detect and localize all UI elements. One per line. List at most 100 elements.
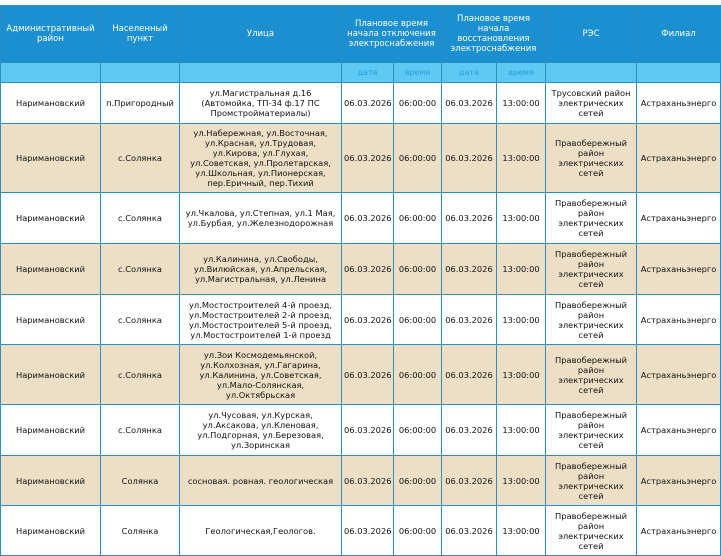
- cell-branch: Астраханьэнерго: [636, 505, 721, 556]
- table-row: Наримановский с.Солянка ул.Чусовая, ул.Кур…: [0, 404, 721, 456]
- cell-district: Наримановский: [0, 344, 101, 405]
- cell-res: Правобережный район электрических сетей: [545, 123, 638, 193]
- table-row: Наримановский п.Пригородный ул.Магистральн…: [0, 82, 721, 124]
- cell-off-date: 06.03.2026: [341, 505, 394, 556]
- cell-street: ул.Зои Космодемьянской, ул.Колхозная, ул…: [179, 344, 342, 405]
- cell-branch: Астраханьэнерго: [636, 192, 721, 244]
- cell-settlement: Солянка: [100, 505, 180, 556]
- table-row: Наримановский с.Солянка ул.Зои Космодемьян…: [0, 344, 721, 405]
- cell-off-date: 06.03.2026: [341, 344, 394, 405]
- header-settlement: Населенный пункт: [100, 5, 180, 63]
- subheader-off-time: время: [393, 62, 442, 83]
- cell-res: Правобережный район электрических сетей: [545, 243, 638, 295]
- cell-off-date: 06.03.2026: [341, 404, 394, 456]
- cell-settlement: с.Солянка: [100, 404, 180, 456]
- cell-on-date: 06.03.2026: [441, 82, 497, 124]
- subheader-empty: [100, 62, 180, 83]
- cell-on-time: 13:00:00: [495, 505, 547, 556]
- cell-on-time: 13:00:00: [495, 344, 547, 405]
- header-res: РЭС: [545, 5, 638, 63]
- cell-on-date: 06.03.2026: [441, 243, 497, 295]
- subheader-empty: [179, 62, 342, 83]
- cell-off-time: 06:00:00: [393, 123, 442, 193]
- cell-district: Наримановский: [0, 455, 101, 506]
- header-branch: Филиал: [636, 5, 721, 63]
- outage-table: Административный район Населенный пункт …: [0, 5, 721, 556]
- cell-off-time: 06:00:00: [393, 455, 442, 506]
- cell-district: Наримановский: [0, 123, 101, 193]
- subheader-empty: [0, 62, 101, 83]
- cell-street: ул.Магистральная д.16 (Автомойка, ТП-34 …: [179, 82, 342, 124]
- cell-res: Правобережный район электрических сетей: [545, 294, 638, 345]
- cell-on-time: 13:00:00: [495, 192, 547, 244]
- cell-district: Наримановский: [0, 505, 101, 556]
- cell-street: ул.Чусовая, ул.Курская, ул.Аксакова, ул.…: [179, 404, 342, 456]
- cell-branch: Астраханьэнерго: [636, 243, 721, 295]
- cell-off-time: 06:00:00: [393, 294, 442, 345]
- header-street: Улица: [179, 5, 342, 63]
- subheader-empty: [545, 62, 638, 83]
- cell-street: сосновая. ровная. геологическая: [179, 455, 342, 506]
- cell-district: Наримановский: [0, 243, 101, 295]
- cell-street: ул.Мостостроителей 4-й проезд, ул.Мостос…: [179, 294, 342, 345]
- cell-on-date: 06.03.2026: [441, 294, 497, 345]
- cell-off-time: 06:00:00: [393, 505, 442, 556]
- cell-on-date: 06.03.2026: [441, 192, 497, 244]
- subheader-on-date: дата: [441, 62, 497, 83]
- cell-settlement: с.Солянка: [100, 243, 180, 295]
- subheader-empty: [636, 62, 721, 83]
- table-row: Наримановский с.Солянка ул.Набережная, ул.…: [0, 123, 721, 193]
- cell-off-time: 06:00:00: [393, 82, 442, 124]
- header-on-time: Плановое время начала восстановления эле…: [440, 5, 547, 63]
- cell-res: Трусовский район электрических сетей: [545, 82, 638, 124]
- cell-off-time: 06:00:00: [393, 344, 442, 405]
- cell-on-time: 13:00:00: [495, 243, 547, 295]
- cell-on-time: 13:00:00: [495, 404, 547, 456]
- cell-settlement: п.Пригородный: [100, 82, 180, 124]
- cell-res: Правобережный район электрических сетей: [545, 192, 638, 244]
- cell-street: Геологическая,Геологов.: [179, 505, 342, 556]
- cell-settlement: с.Солянка: [100, 192, 180, 244]
- subheader-off-date: дата: [341, 62, 394, 83]
- cell-branch: Астраханьэнерго: [636, 82, 721, 124]
- table-row: Наримановский с.Солянка ул.Калинина, ул.Св…: [0, 243, 721, 295]
- cell-settlement: с.Солянка: [100, 294, 180, 345]
- cell-off-time: 06:00:00: [393, 192, 442, 244]
- cell-on-time: 13:00:00: [495, 294, 547, 345]
- cell-on-time: 13:00:00: [495, 82, 547, 124]
- table-row: Наримановский с.Солянка ул.Мостостроителей…: [0, 294, 721, 345]
- cell-district: Наримановский: [0, 404, 101, 456]
- cell-on-date: 06.03.2026: [441, 404, 497, 456]
- cell-off-time: 06:00:00: [393, 243, 442, 295]
- cell-district: Наримановский: [0, 294, 101, 345]
- cell-settlement: с.Солянка: [100, 344, 180, 405]
- cell-off-date: 06.03.2026: [341, 82, 394, 124]
- cell-on-date: 06.03.2026: [441, 123, 497, 193]
- cell-street: ул.Калинина, ул.Свободы, ул.Вилюйская, у…: [179, 243, 342, 295]
- cell-settlement: Солянка: [100, 455, 180, 506]
- cell-settlement: с.Солянка: [100, 123, 180, 193]
- cell-on-time: 13:00:00: [495, 123, 547, 193]
- cell-branch: Астраханьэнерго: [636, 404, 721, 456]
- cell-off-date: 06.03.2026: [341, 243, 394, 295]
- cell-branch: Астраханьэнерго: [636, 294, 721, 345]
- cell-on-date: 06.03.2026: [441, 455, 497, 506]
- header-district: Административный район: [0, 5, 101, 63]
- header-off-time: Плановое время начала отключения электро…: [341, 5, 442, 63]
- cell-branch: Астраханьэнерго: [636, 344, 721, 405]
- cell-branch: Астраханьэнерго: [636, 123, 721, 193]
- cell-res: Правобережный район электрических сетей: [545, 455, 638, 506]
- cell-street: ул.Чкалова, ул.Степная, ул.1 Мая, ул.Бур…: [179, 192, 342, 244]
- cell-on-date: 06.03.2026: [441, 344, 497, 405]
- cell-off-date: 06.03.2026: [341, 294, 394, 345]
- cell-off-time: 06:00:00: [393, 404, 442, 456]
- cell-off-date: 06.03.2026: [341, 192, 394, 244]
- table-row: Наримановский Солянка Геологическая,Геолог…: [0, 505, 721, 556]
- cell-branch: Астраханьэнерго: [636, 455, 721, 506]
- cell-street: ул.Набережная, ул.Восточная, ул.Красная,…: [179, 123, 342, 193]
- cell-off-date: 06.03.2026: [341, 123, 394, 193]
- cell-res: Правобережный район электрических сетей: [545, 505, 638, 556]
- cell-district: Наримановский: [0, 82, 101, 124]
- cell-off-date: 06.03.2026: [341, 455, 394, 506]
- subheader-on-time: время: [495, 62, 547, 83]
